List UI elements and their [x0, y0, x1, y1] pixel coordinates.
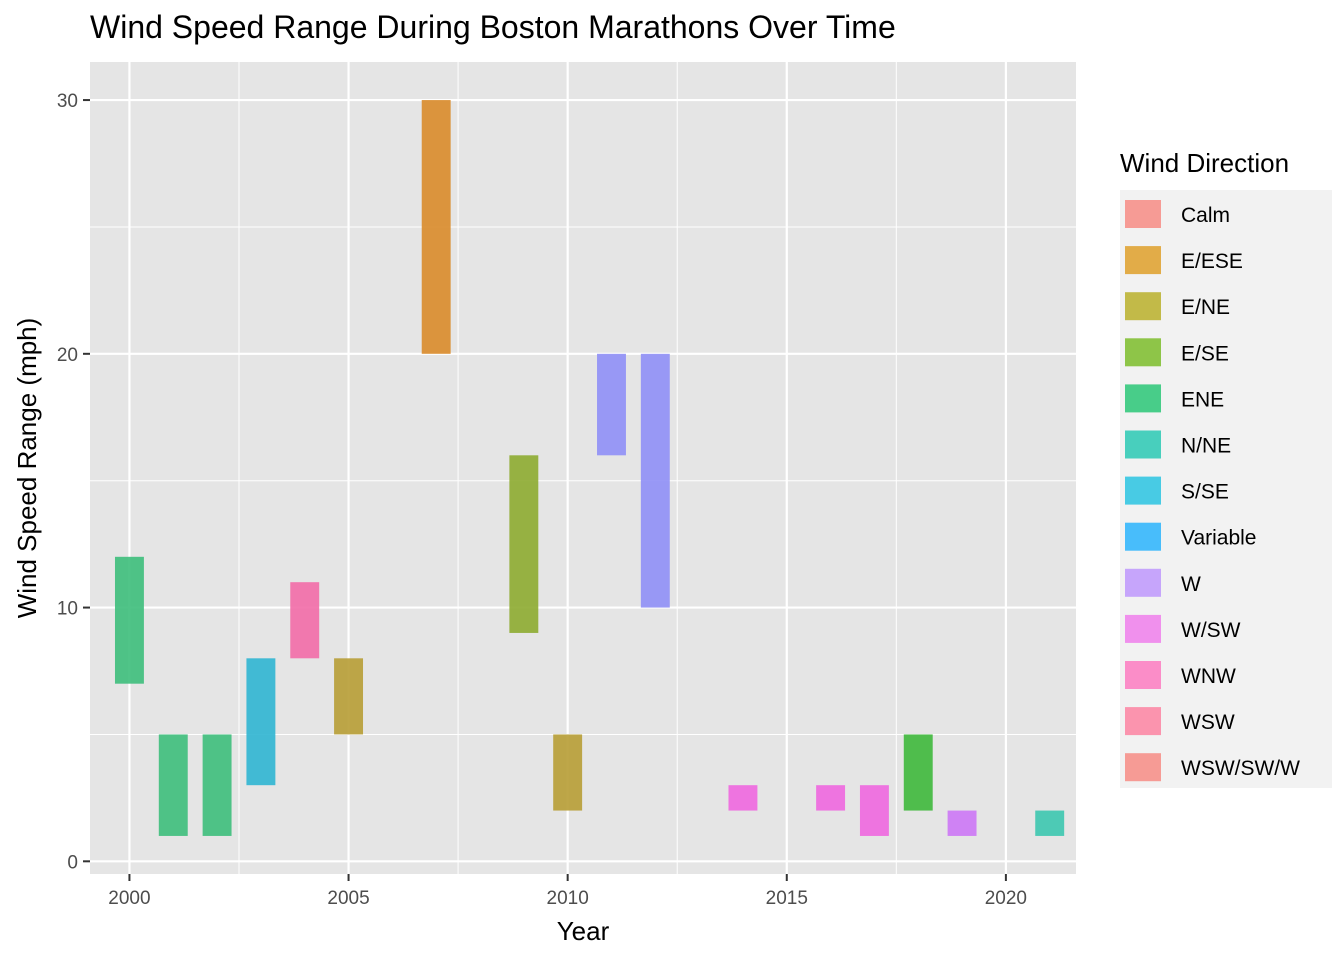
- bar-2007: [421, 100, 451, 354]
- legend-key: [1125, 522, 1161, 551]
- y-tick-label: 10: [57, 599, 78, 620]
- bar-2012: [640, 353, 670, 608]
- y-tick-label: 30: [57, 91, 78, 112]
- bar-2018: [903, 734, 933, 811]
- y-tick-label: 0: [67, 852, 78, 873]
- legend-key: [1125, 614, 1161, 643]
- grid-lines: [90, 62, 1076, 874]
- legend-key: [1125, 568, 1161, 597]
- x-tick-label: 2020: [985, 888, 1027, 909]
- chart-title: Wind Speed Range During Boston Marathons…: [90, 9, 896, 45]
- legend-label: WSW/SW/W: [1181, 757, 1300, 780]
- legend-label: S/SE: [1181, 481, 1229, 504]
- legend-label: E/SE: [1181, 342, 1229, 365]
- x-tick-label: 2010: [547, 888, 589, 909]
- x-tick-label: 2015: [766, 888, 808, 909]
- legend-entries: Calm E/ESE E/NE E/SE ENE N/NE S/SE Variable W W/S…: [1125, 200, 1300, 782]
- bar-2017: [859, 785, 889, 836]
- legend-label: Calm: [1181, 204, 1230, 227]
- legend-label: ENE: [1181, 388, 1224, 411]
- bars-layer: [114, 100, 1065, 836]
- legend-key: [1125, 338, 1161, 367]
- legend-title: Wind Direction: [1120, 148, 1289, 178]
- legend-label: N/NE: [1181, 435, 1231, 458]
- axes: 0 10 20 30 2000 2005 2010 2015 2020: [57, 91, 1027, 909]
- bar-2014: [728, 785, 758, 811]
- legend: Wind Direction Calm E/ESE E/NE E/SE ENE N/NE S…: [1120, 148, 1332, 788]
- legend-key: [1125, 384, 1161, 413]
- bar-2009: [509, 455, 539, 633]
- legend-key: [1125, 753, 1161, 782]
- bar-2016: [816, 785, 846, 811]
- x-axis-title: Year: [557, 916, 610, 946]
- legend-label: WNW: [1181, 665, 1236, 688]
- bar-2011: [597, 353, 626, 456]
- legend-key: [1125, 292, 1161, 321]
- bar-2000: [114, 556, 144, 684]
- legend-key: [1125, 707, 1161, 736]
- y-tick-label: 20: [57, 345, 78, 366]
- x-tick-label: 2000: [108, 888, 150, 909]
- bar-2002: [202, 734, 232, 836]
- bar-2010: [553, 734, 583, 811]
- legend-label: W: [1181, 573, 1201, 596]
- legend-label: E/ESE: [1181, 250, 1243, 273]
- legend-key: [1125, 200, 1161, 228]
- bar-2019: [947, 810, 977, 836]
- bar-2003: [246, 658, 276, 786]
- bar-2004: [290, 582, 320, 659]
- legend-label: E/NE: [1181, 296, 1230, 319]
- bar-2001: [158, 734, 188, 836]
- legend-label: WSW: [1181, 711, 1235, 734]
- legend-key: [1125, 476, 1161, 505]
- legend-label: Variable: [1181, 527, 1257, 550]
- legend-key: [1125, 246, 1161, 275]
- bar-2005: [334, 658, 364, 735]
- legend-key: [1125, 661, 1161, 689]
- legend-key: [1125, 430, 1161, 459]
- y-axis-title: Wind Speed Range (mph): [12, 318, 42, 619]
- legend-label: W/SW: [1181, 619, 1241, 642]
- x-tick-label: 2005: [327, 888, 369, 909]
- bar-2021: [1035, 810, 1065, 836]
